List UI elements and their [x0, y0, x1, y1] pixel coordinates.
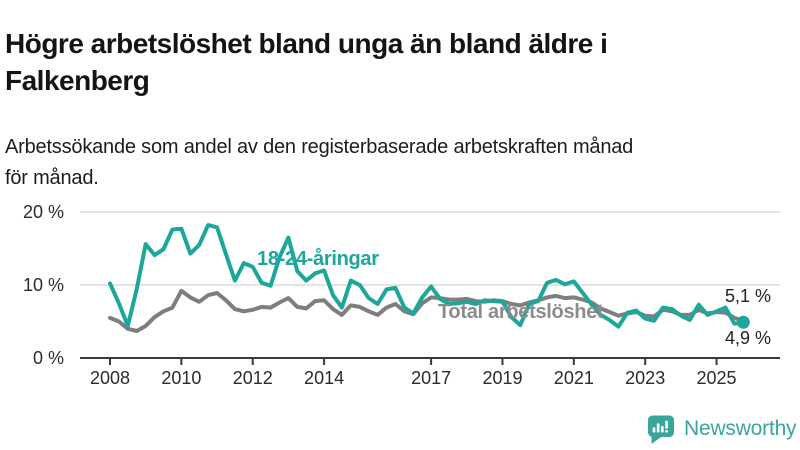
- series-label-total: Total arbetslöshet: [438, 301, 604, 323]
- x-tick-label: 2023: [625, 368, 666, 388]
- y-tick-label: 20 %: [22, 202, 64, 222]
- x-tick-label: 2010: [161, 368, 202, 388]
- x-axis-labels: 2008 2010 2012 2014 2017 2019 2021 2023 2025: [0, 368, 800, 392]
- line-series-1: [108, 223, 746, 329]
- x-tick-label: 2012: [232, 368, 273, 388]
- chart-subtitle: Arbetssökande som andel av den registerb…: [5, 136, 634, 189]
- y-tick-label: 10 %: [22, 275, 64, 295]
- series-label-young: 18-24-åringar: [257, 248, 379, 270]
- x-tick-label: 2008: [89, 368, 131, 388]
- x-tick-label: 2017: [411, 368, 452, 388]
- line-series-0: [108, 288, 746, 333]
- newsworthy-logo[interactable]: Newsworthy: [645, 412, 797, 446]
- end-dot-series-1: [736, 315, 750, 329]
- end-value-label-young: 4,9 %: [724, 328, 771, 348]
- x-tick-label: 2019: [482, 368, 523, 388]
- page-title: Högre arbetslöshet bland unga än bland ä…: [5, 27, 608, 96]
- x-tick-label: 2014: [304, 368, 345, 388]
- end-value-label-total: 5,1 %: [724, 286, 771, 306]
- y-tick-label: 0 %: [32, 348, 64, 368]
- x-tick-label: 2021: [553, 368, 594, 388]
- x-tick-label: 2025: [696, 368, 737, 388]
- newsworthy-chart-bubble-icon: [648, 415, 674, 444]
- newsworthy-logo-text: Newsworthy: [684, 417, 797, 440]
